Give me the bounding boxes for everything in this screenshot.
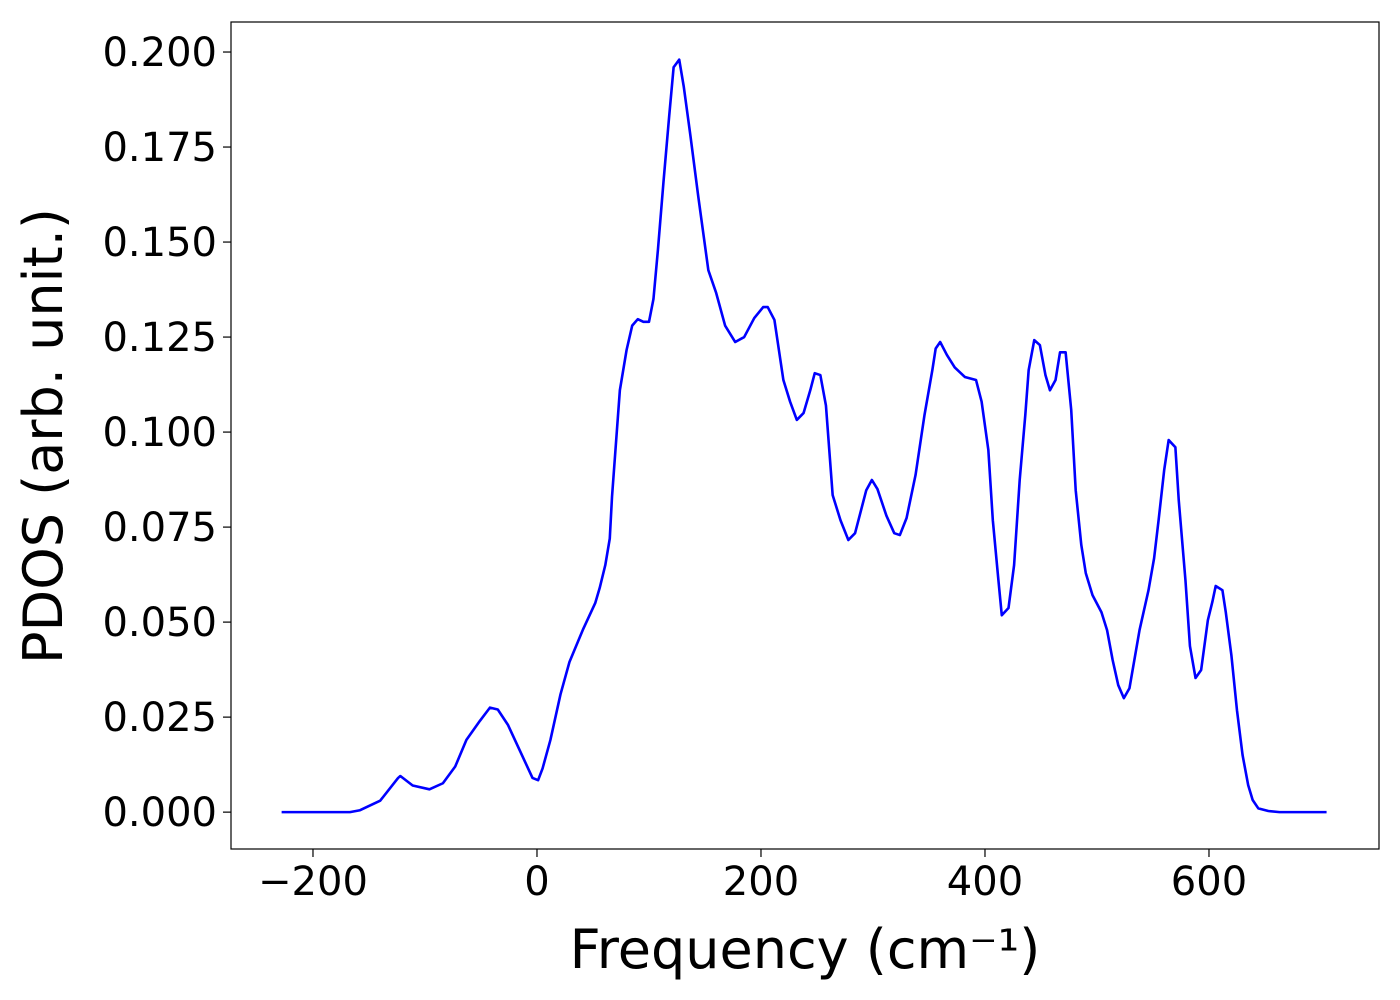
y-tick-label: 0.200 (102, 30, 217, 76)
y-tick-label: 0.075 (102, 505, 217, 551)
x-tick-label: 0 (524, 859, 549, 905)
x-tick-label: 400 (947, 859, 1023, 905)
y-axis-label: PDOS (arb. unit.) (12, 208, 75, 664)
x-axis-label: Frequency (cm⁻¹) (570, 918, 1041, 981)
pdos-line (281, 58, 1327, 814)
x-tick-label: −200 (258, 859, 368, 905)
y-tick-label: 0.125 (102, 315, 217, 361)
y-tick-label: 0.000 (102, 790, 217, 836)
y-tick-label: 0.050 (102, 600, 217, 646)
y-tick-label: 0.100 (102, 410, 217, 456)
x-tick-label: 200 (723, 859, 799, 905)
x-tick-label: 600 (1171, 859, 1247, 905)
y-tick-label: 0.175 (102, 125, 217, 171)
y-tick-label: 0.025 (102, 695, 217, 741)
plot-frame (230, 21, 1380, 850)
y-tick-label: 0.150 (102, 220, 217, 266)
